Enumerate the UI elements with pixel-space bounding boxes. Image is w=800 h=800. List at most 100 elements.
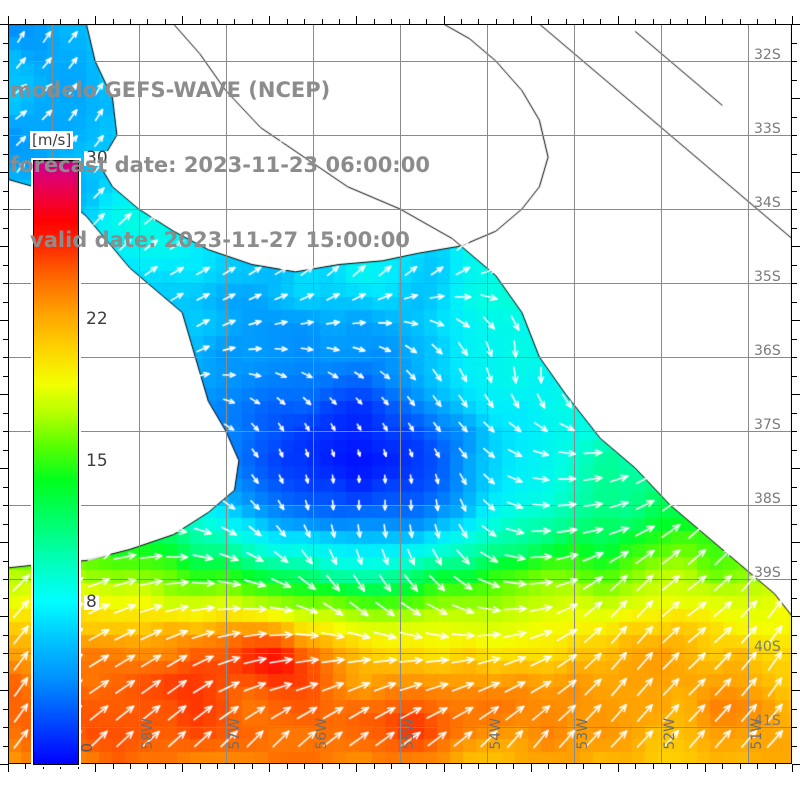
ruler-tick <box>478 19 479 24</box>
colorbar-tick-label: 22 <box>84 309 110 330</box>
ruler-tick <box>687 764 688 769</box>
ruler-tick <box>792 727 797 728</box>
ruler-tick <box>444 764 445 772</box>
ruler-tick <box>0 320 8 321</box>
colorbar-tick-label: 8 <box>84 591 99 612</box>
ruler-tick <box>269 16 270 24</box>
ruler-tick <box>722 19 723 24</box>
ruler-tick <box>792 376 797 377</box>
ruler-tick <box>3 561 8 562</box>
ruler-tick <box>792 43 797 44</box>
ruler-tick <box>775 19 776 24</box>
colorbar-tick-label: 15 <box>84 450 110 471</box>
ruler-tick <box>792 764 800 765</box>
ruler-tick <box>792 542 800 543</box>
ruler-tick <box>792 524 797 525</box>
latitude-label: 38S <box>754 491 781 507</box>
ruler-tick <box>687 19 688 24</box>
ruler-tick <box>0 542 8 543</box>
ruler-tick <box>60 764 61 769</box>
ruler-tick <box>113 19 114 24</box>
longitude-label: 52W <box>662 718 678 750</box>
ruler-tick <box>165 764 166 769</box>
ruler-tick <box>339 764 340 769</box>
map-plot-area: 59W58W57W56W55W54W53W52W51W32S33S34S35S3… <box>8 24 792 764</box>
ruler-tick <box>3 487 8 488</box>
latitude-label: 36S <box>754 343 781 359</box>
ruler-tick <box>3 339 8 340</box>
ruler-tick <box>583 764 584 769</box>
ruler-tick <box>3 61 8 62</box>
ruler-tick <box>3 265 8 266</box>
latitude-label: 37S <box>754 417 781 433</box>
latitude-label: 32S <box>754 47 781 63</box>
ruler-tick <box>792 16 793 24</box>
ruler-tick <box>0 690 8 691</box>
ruler-tick <box>653 19 654 24</box>
ruler-tick <box>792 635 797 636</box>
latitude-label: 41S <box>754 713 781 729</box>
ruler-tick <box>3 431 8 432</box>
ruler-tick <box>60 19 61 24</box>
ruler-tick <box>548 764 549 769</box>
ruler-tick <box>356 764 357 772</box>
ruler-tick <box>792 98 800 99</box>
ruler-tick <box>792 690 800 691</box>
ruler-tick <box>234 19 235 24</box>
ruler-tick <box>252 764 253 769</box>
longitude-label: 54W <box>488 718 504 750</box>
ruler-tick <box>757 19 758 24</box>
ruler-tick <box>147 764 148 769</box>
ruler-tick <box>461 19 462 24</box>
latitude-label: 33S <box>754 121 781 137</box>
ruler-tick <box>3 450 8 451</box>
ruler-tick <box>792 413 797 414</box>
ruler-tick <box>792 579 797 580</box>
ruler-tick <box>792 283 797 284</box>
ruler-tick <box>792 172 800 173</box>
ruler-tick <box>496 19 497 24</box>
ruler-tick <box>426 19 427 24</box>
ruler-tick <box>792 709 797 710</box>
ruler-tick <box>635 764 636 769</box>
ruler-tick <box>0 24 8 25</box>
ruler-tick <box>566 19 567 24</box>
ruler-tick <box>113 764 114 769</box>
ruler-tick <box>304 764 305 769</box>
ruler-tick <box>3 653 8 654</box>
ruler-tick <box>792 339 797 340</box>
ruler-tick <box>670 764 671 769</box>
ruler-tick <box>130 19 131 24</box>
ruler-tick <box>3 672 8 673</box>
longitude-label: 58W <box>140 718 156 750</box>
valid-date-line: valid date: 2023-11-27 15:00:00 <box>30 228 410 252</box>
ruler-tick <box>3 283 8 284</box>
ruler-tick <box>705 16 706 24</box>
ruler-tick <box>234 764 235 769</box>
ruler-tick <box>409 764 410 769</box>
ruler-tick <box>531 16 532 24</box>
ruler-tick <box>3 135 8 136</box>
ruler-tick <box>757 764 758 769</box>
ruler-tick <box>322 764 323 769</box>
longitude-label: 53W <box>575 718 591 750</box>
ruler-tick <box>618 16 619 24</box>
ruler-tick <box>78 19 79 24</box>
ruler-tick <box>182 16 183 24</box>
ruler-tick <box>792 302 797 303</box>
ruler-tick <box>653 764 654 769</box>
ruler-tick <box>147 19 148 24</box>
ruler-tick <box>3 302 8 303</box>
ruler-tick <box>792 561 797 562</box>
ruler-tick <box>3 228 8 229</box>
ruler-tick <box>409 19 410 24</box>
ruler-tick <box>792 450 797 451</box>
ruler-tick <box>792 505 797 506</box>
ruler-tick <box>426 764 427 769</box>
ruler-tick <box>3 579 8 580</box>
ruler-tick <box>0 764 8 765</box>
ruler-tick <box>792 746 797 747</box>
ruler-tick <box>25 764 26 769</box>
ruler-tick <box>792 394 800 395</box>
